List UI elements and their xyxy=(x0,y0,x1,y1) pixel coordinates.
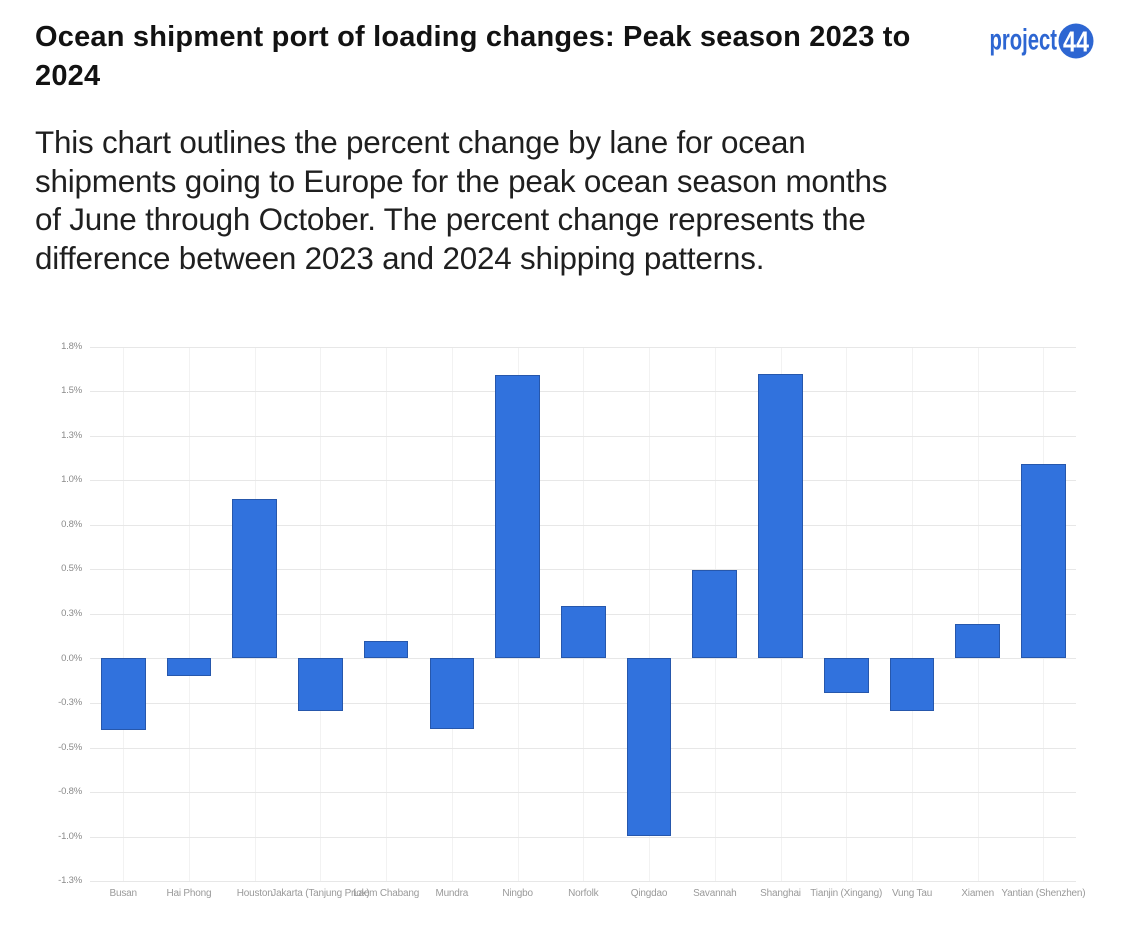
svg-text:44: 44 xyxy=(1063,25,1089,58)
svg-text:project: project xyxy=(990,24,1058,57)
